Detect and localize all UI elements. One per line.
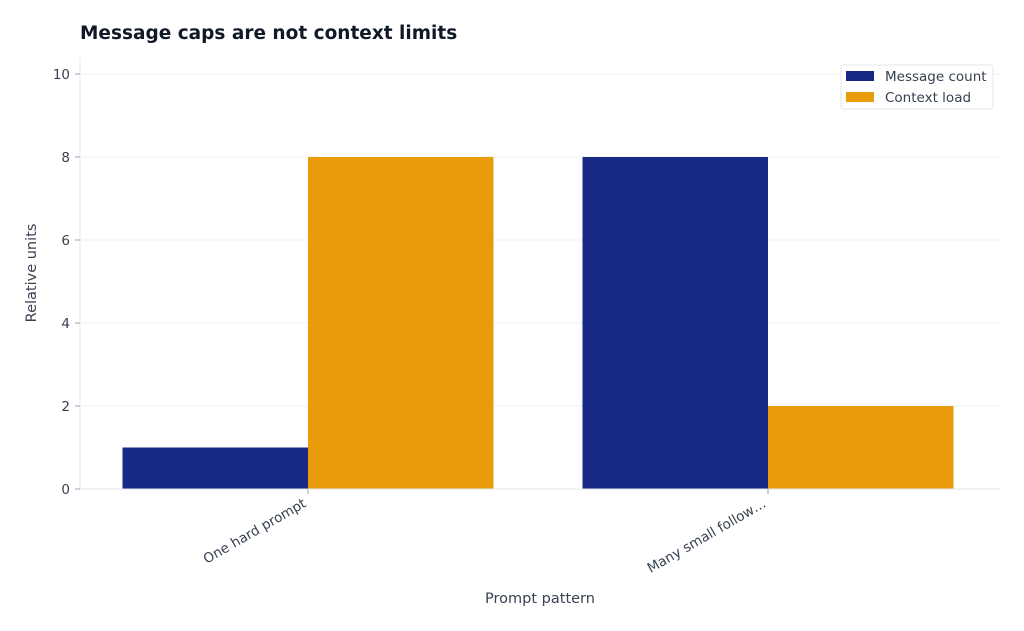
y-tick-label: 10	[53, 67, 70, 83]
y-tick-label: 8	[61, 150, 70, 166]
legend-box	[840, 64, 994, 110]
bar-context-load-0	[308, 157, 494, 489]
y-tick-labels: 0 2 4 6 8 10	[53, 67, 80, 498]
legend: Message count Context load	[840, 64, 994, 110]
y-tick-label: 6	[61, 233, 70, 249]
y-tick-label: 2	[61, 399, 70, 415]
axes	[79, 57, 1000, 490]
y-tick-label: 4	[61, 316, 70, 332]
gridlines	[80, 73, 1000, 407]
y-axis-label: Relative units	[24, 224, 40, 323]
legend-swatch	[846, 92, 874, 102]
x-tick-labels: One hard prompt Many small follow…	[201, 489, 769, 577]
bars	[122, 157, 954, 489]
x-tick-label: Many small follow…	[645, 496, 769, 577]
chart-title: Message caps are not context limits	[80, 23, 457, 44]
bar-context-load-1	[768, 406, 954, 489]
legend-label: Message count	[885, 69, 987, 85]
x-tick-label: One hard prompt	[201, 496, 309, 568]
y-tick-label: 0	[61, 482, 70, 498]
x-axis-label: Prompt pattern	[485, 591, 595, 607]
bar-message-count-0	[122, 447, 308, 489]
legend-label: Context load	[885, 90, 971, 106]
legend-swatch	[846, 71, 874, 81]
bar-message-count-1	[582, 157, 768, 489]
